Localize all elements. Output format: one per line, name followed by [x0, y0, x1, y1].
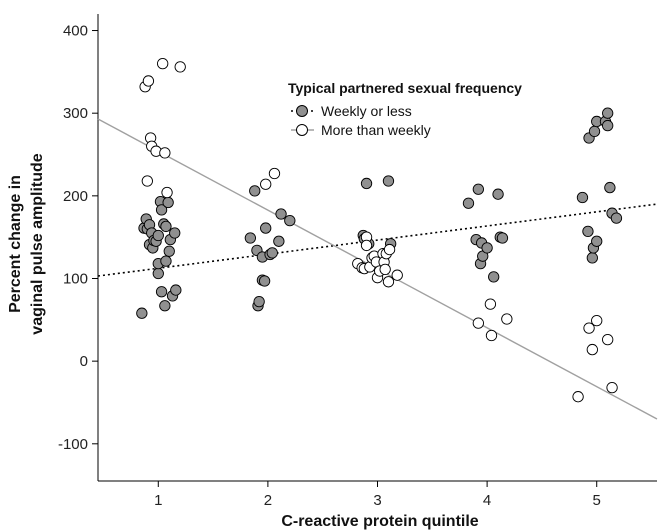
- point-series-0: [576, 191, 589, 204]
- point-series-1: [472, 317, 484, 329]
- point-series-0: [602, 107, 614, 119]
- point-series-0: [360, 177, 373, 190]
- point-series-0: [244, 232, 257, 244]
- point-series-0: [488, 271, 500, 283]
- point-series-1: [268, 167, 281, 180]
- x-tick-label: 3: [373, 492, 381, 509]
- point-series-0: [162, 196, 174, 209]
- legend: Typical partnered sexual frequency Weekl…: [288, 80, 522, 138]
- point-series-1: [501, 313, 513, 325]
- legend-marker-more-than-weekly: [296, 124, 308, 136]
- point-series-0: [588, 125, 601, 138]
- x-tick-label: 2: [264, 492, 272, 509]
- point-series-1: [572, 391, 584, 403]
- point-series-1: [142, 75, 155, 87]
- point-series-0: [610, 212, 623, 224]
- point-series-0: [160, 220, 172, 233]
- point-series-1: [484, 298, 497, 310]
- point-series-0: [472, 183, 484, 195]
- x-tick-label: 5: [593, 492, 601, 509]
- legend-label-weekly-or-less: Weekly or less: [321, 103, 412, 119]
- point-series-1: [161, 186, 173, 199]
- point-series-0: [382, 175, 395, 187]
- point-series-1: [379, 263, 391, 276]
- point-series-0: [169, 227, 181, 239]
- point-series-0: [159, 300, 171, 312]
- y-tick-label: 300: [63, 105, 88, 122]
- point-series-1: [360, 239, 373, 252]
- point-series-0: [591, 235, 603, 247]
- point-series-0: [275, 208, 287, 220]
- point-series-1: [583, 322, 595, 334]
- point-series-1: [606, 381, 618, 394]
- point-series-1: [391, 269, 403, 281]
- y-tick-label: 0: [80, 353, 88, 370]
- y-axis-title-line-1: Percent change in: [7, 175, 24, 313]
- y-axis-title-line-2: vaginal pulse amplitude: [29, 153, 46, 334]
- x-tick-label: 1: [154, 492, 162, 509]
- x-axis-title: C-reactive protein quintile: [281, 513, 478, 530]
- legend-marker-weekly-or-less: [296, 105, 308, 117]
- point-series-0: [160, 255, 172, 267]
- ticks: -100 0 100 200 300 400 1 2 3 4 5: [58, 23, 601, 509]
- point-series-0: [249, 185, 261, 197]
- point-series-0: [273, 235, 285, 247]
- point-series-1: [260, 178, 272, 190]
- point-series-0: [586, 252, 598, 264]
- point-series-1: [382, 276, 395, 288]
- y-tick-label: 400: [63, 23, 88, 40]
- fit-line-series-0: [97, 203, 658, 277]
- point-series-0: [258, 275, 271, 287]
- point-series-0: [253, 295, 265, 308]
- point-series-1: [383, 243, 396, 256]
- point-series-0: [266, 247, 278, 259]
- point-series-0: [602, 119, 614, 132]
- y-tick-label: -100: [58, 436, 88, 453]
- point-series-0: [492, 188, 504, 200]
- y-tick-label: 200: [63, 188, 88, 205]
- point-series-0: [260, 222, 272, 234]
- x-tick-label: 4: [483, 492, 491, 509]
- data-points: [136, 57, 623, 403]
- point-series-0: [496, 232, 509, 244]
- y-tick-label: 100: [63, 270, 88, 287]
- point-series-1: [602, 334, 614, 346]
- point-series-0: [155, 204, 168, 216]
- point-series-0: [604, 181, 616, 194]
- legend-title: Typical partnered sexual frequency: [288, 80, 522, 96]
- point-series-1: [174, 61, 186, 73]
- point-series-0: [152, 229, 164, 242]
- point-series-0: [462, 197, 475, 209]
- point-series-1: [485, 329, 498, 342]
- legend-label-more-than-weekly: More than weekly: [321, 122, 431, 138]
- point-series-0: [481, 242, 493, 254]
- point-series-0: [170, 284, 182, 296]
- point-series-0: [284, 214, 296, 227]
- point-series-1: [159, 147, 171, 159]
- point-series-1: [157, 57, 169, 70]
- point-series-1: [586, 343, 598, 356]
- point-series-0: [582, 225, 594, 238]
- point-series-0: [152, 267, 164, 280]
- point-series-0: [163, 245, 175, 257]
- point-series-1: [141, 175, 153, 187]
- point-series-1: [591, 314, 603, 327]
- point-series-0: [136, 307, 148, 319]
- point-series-0: [155, 286, 168, 298]
